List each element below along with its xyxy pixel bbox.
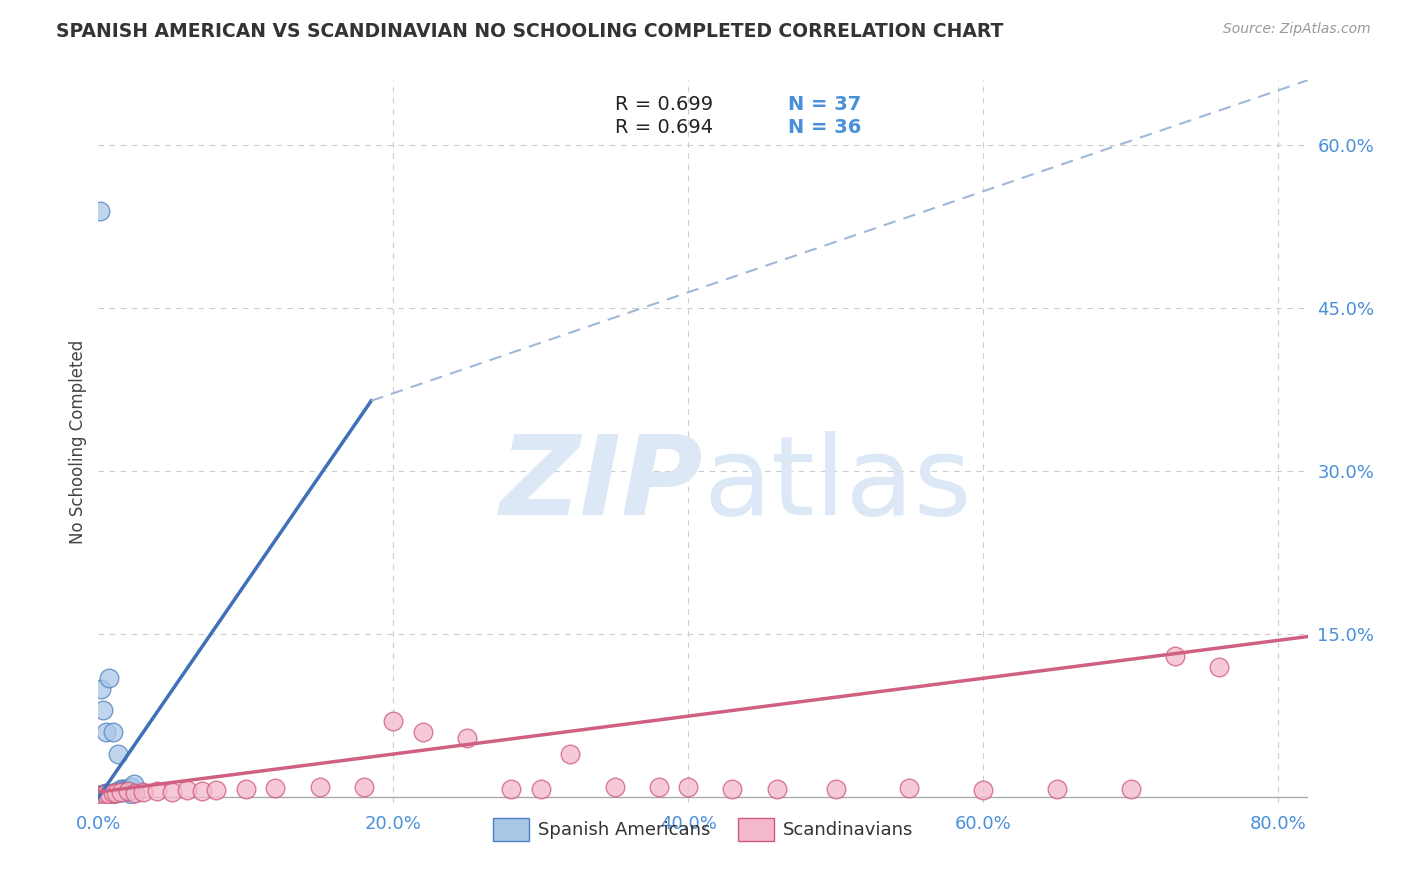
- Point: [205, 782, 228, 797]
- Point: [94, 787, 117, 801]
- Point: [107, 747, 129, 761]
- Text: N = 36: N = 36: [787, 118, 860, 136]
- Point: [110, 785, 132, 799]
- Text: R = 0.694: R = 0.694: [614, 118, 713, 136]
- Point: [91, 703, 114, 717]
- Point: [93, 787, 115, 801]
- Point: [120, 787, 142, 801]
- Point: [160, 785, 183, 799]
- Point: [190, 784, 212, 798]
- Text: Source: ZipAtlas.com: Source: ZipAtlas.com: [1223, 22, 1371, 37]
- Point: [101, 786, 124, 800]
- Point: [264, 780, 287, 795]
- Point: [108, 785, 131, 799]
- Point: [111, 784, 134, 798]
- Text: atlas: atlas: [703, 432, 972, 539]
- Point: [560, 747, 582, 761]
- Point: [603, 780, 626, 794]
- Point: [96, 787, 118, 801]
- Point: [382, 714, 405, 729]
- Point: [93, 787, 115, 801]
- Point: [176, 782, 198, 797]
- Point: [235, 781, 257, 796]
- Point: [90, 788, 112, 802]
- Point: [124, 786, 146, 800]
- Point: [146, 784, 169, 798]
- Point: [98, 788, 121, 802]
- Point: [308, 780, 330, 794]
- Point: [117, 781, 139, 796]
- Point: [122, 777, 145, 791]
- Text: SPANISH AMERICAN VS SCANDINAVIAN NO SCHOOLING COMPLETED CORRELATION CHART: SPANISH AMERICAN VS SCANDINAVIAN NO SCHO…: [56, 22, 1004, 41]
- Point: [90, 681, 112, 696]
- Text: ZIP: ZIP: [499, 432, 703, 539]
- Point: [353, 780, 375, 794]
- Point: [898, 780, 921, 795]
- Point: [107, 784, 129, 798]
- Point: [98, 788, 121, 802]
- Point: [117, 785, 139, 799]
- Point: [1164, 649, 1187, 664]
- Point: [91, 788, 114, 802]
- Point: [110, 781, 132, 796]
- Point: [110, 785, 132, 799]
- Point: [96, 786, 118, 800]
- Point: [100, 787, 122, 801]
- Y-axis label: No Schooling Completed: No Schooling Completed: [69, 340, 87, 543]
- Point: [131, 785, 153, 799]
- Point: [97, 787, 120, 801]
- Point: [117, 784, 139, 798]
- Point: [456, 731, 478, 745]
- Point: [105, 785, 128, 799]
- Point: [114, 782, 136, 797]
- Text: N = 37: N = 37: [787, 95, 860, 114]
- Point: [91, 788, 114, 802]
- Point: [94, 786, 117, 800]
- Point: [90, 788, 112, 802]
- Point: [94, 788, 117, 802]
- Point: [91, 787, 114, 801]
- Point: [89, 788, 111, 802]
- Point: [105, 786, 128, 800]
- Point: [101, 725, 124, 739]
- Point: [120, 780, 142, 794]
- Point: [824, 781, 846, 796]
- Point: [89, 203, 111, 218]
- Point: [530, 781, 553, 796]
- Point: [94, 725, 117, 739]
- Point: [97, 671, 120, 685]
- Point: [678, 780, 700, 794]
- Point: [1208, 660, 1230, 674]
- Legend: Spanish Americans, Scandinavians: Spanish Americans, Scandinavians: [485, 810, 921, 848]
- Point: [1046, 781, 1069, 796]
- Point: [501, 781, 523, 796]
- Point: [765, 781, 787, 796]
- Point: [648, 780, 671, 794]
- Point: [97, 787, 120, 801]
- Point: [1119, 781, 1142, 796]
- Text: R = 0.699: R = 0.699: [614, 95, 713, 114]
- Point: [112, 781, 135, 796]
- Point: [972, 782, 994, 797]
- Point: [721, 781, 744, 796]
- Point: [104, 786, 127, 800]
- Point: [412, 725, 434, 739]
- Point: [101, 786, 124, 800]
